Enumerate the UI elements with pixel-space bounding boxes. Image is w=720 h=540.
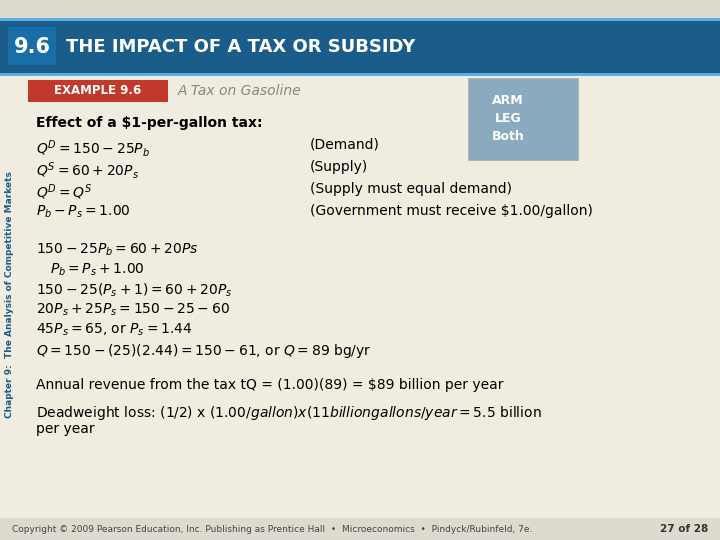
Text: (Supply): (Supply) [310, 160, 368, 174]
Text: per year: per year [36, 422, 94, 436]
Text: $45P_s = 65$, or $P_s = 1.44$: $45P_s = 65$, or $P_s = 1.44$ [36, 322, 192, 339]
Text: $P_b - P_s = 1.00$: $P_b - P_s = 1.00$ [36, 204, 131, 220]
Text: $P_b = P_s + 1.00$: $P_b = P_s + 1.00$ [50, 262, 145, 279]
FancyBboxPatch shape [0, 518, 720, 540]
FancyBboxPatch shape [28, 80, 168, 102]
Text: $Q = 150 - (25)(2.44) = 150 - 61$, or $Q = 89$ bg/yr: $Q = 150 - (25)(2.44) = 150 - 61$, or $Q… [36, 342, 372, 360]
Text: ARM: ARM [492, 93, 524, 106]
Text: $Q^D = 150 - 25P_b$: $Q^D = 150 - 25P_b$ [36, 138, 150, 159]
Text: Chapter 9:  The Analysis of Competitive Markets: Chapter 9: The Analysis of Competitive M… [6, 172, 14, 418]
Text: (Demand): (Demand) [310, 138, 380, 152]
Text: 9.6: 9.6 [14, 37, 50, 57]
Text: Deadweight loss: (1/2) x ($1.00/gallon) x (11 billion gallons/year = $5.5 billio: Deadweight loss: (1/2) x ($1.00/gallon) … [36, 404, 541, 422]
FancyBboxPatch shape [0, 18, 720, 21]
Text: Effect of a $1-per-gallon tax:: Effect of a $1-per-gallon tax: [36, 116, 263, 130]
Text: THE IMPACT OF A TAX OR SUBSIDY: THE IMPACT OF A TAX OR SUBSIDY [66, 38, 415, 56]
Text: $150 - 25(P_s + 1) = 60 + 20P_s$: $150 - 25(P_s + 1) = 60 + 20P_s$ [36, 282, 233, 299]
Text: Both: Both [492, 130, 524, 143]
Text: Copyright © 2009 Pearson Education, Inc. Publishing as Prentice Hall  •  Microec: Copyright © 2009 Pearson Education, Inc.… [12, 524, 532, 534]
Text: LEG: LEG [495, 111, 521, 125]
Text: $Q^D = Q^S$: $Q^D = Q^S$ [36, 182, 92, 201]
FancyBboxPatch shape [468, 78, 578, 160]
FancyBboxPatch shape [0, 21, 720, 73]
Text: (Government must receive $1.00/gallon): (Government must receive $1.00/gallon) [310, 204, 593, 218]
Text: A Tax on Gasoline: A Tax on Gasoline [178, 84, 302, 98]
Text: EXAMPLE 9.6: EXAMPLE 9.6 [55, 84, 142, 98]
Text: (Supply must equal demand): (Supply must equal demand) [310, 182, 512, 196]
Text: $20P_s + 25P_s = 150 - 25 - 60$: $20P_s + 25P_s = 150 - 25 - 60$ [36, 302, 230, 319]
Text: 27 of 28: 27 of 28 [660, 524, 708, 534]
Text: $Q^S = 60 + 20P_s$: $Q^S = 60 + 20P_s$ [36, 160, 139, 181]
Text: $150 - 25P_b = 60 + 20Ps$: $150 - 25P_b = 60 + 20Ps$ [36, 242, 199, 259]
FancyBboxPatch shape [8, 27, 56, 65]
FancyBboxPatch shape [0, 0, 720, 18]
Text: Annual revenue from the tax tQ = (1.00)(89) = $89 billion per year: Annual revenue from the tax tQ = (1.00)(… [36, 378, 503, 392]
FancyBboxPatch shape [0, 73, 720, 76]
